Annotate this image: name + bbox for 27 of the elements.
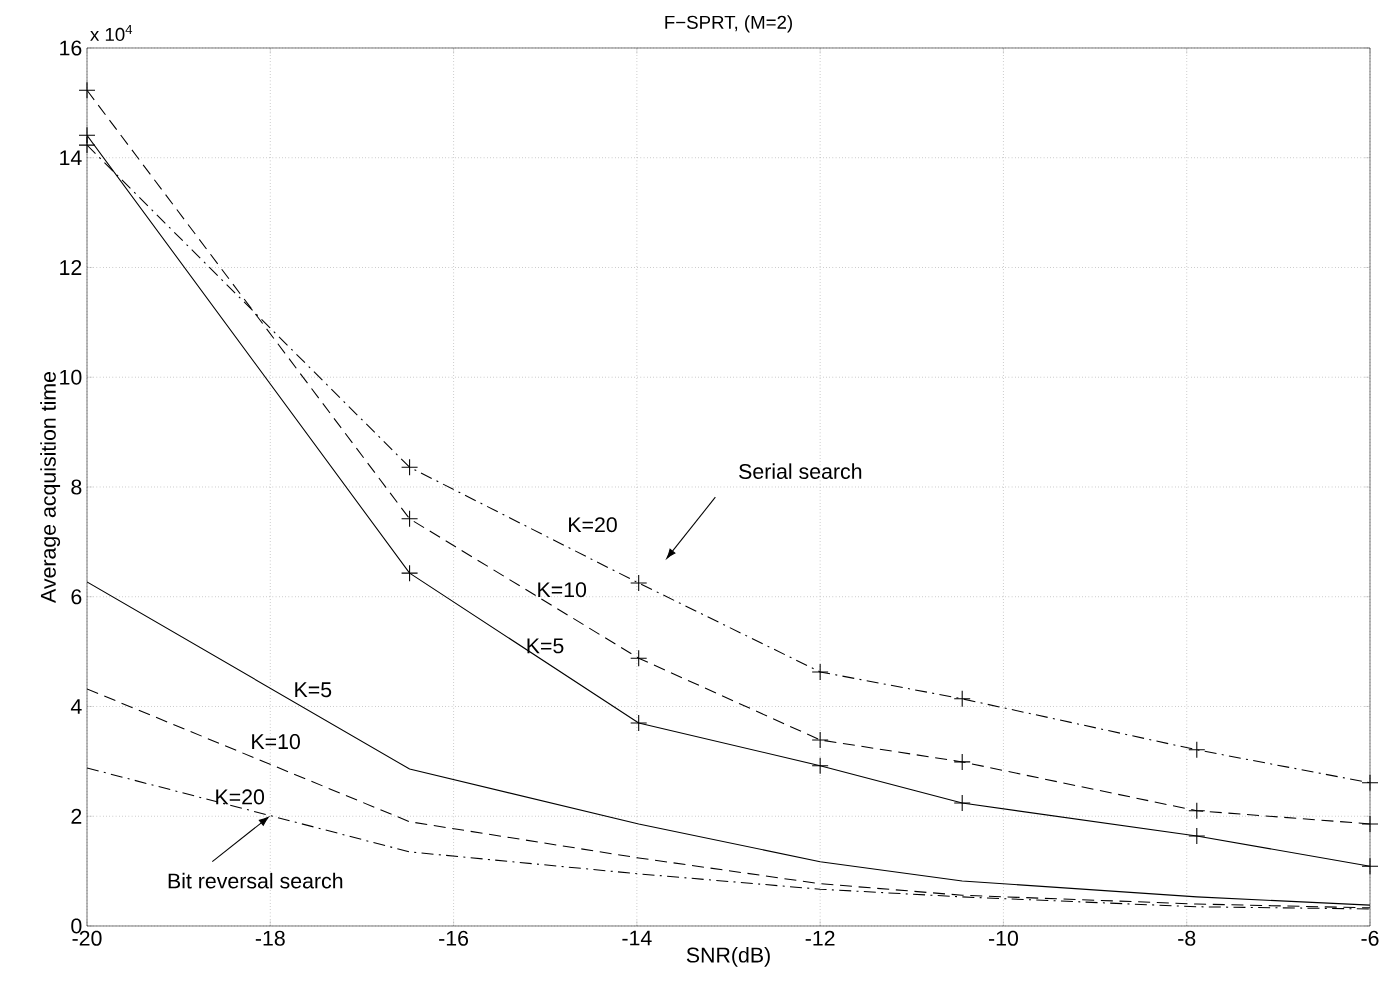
annotation: Serial search: [739, 463, 862, 480]
y-tick-label: 16: [60, 40, 82, 56]
series-label: K=10: [538, 582, 587, 598]
x-tick-label: -12: [805, 930, 835, 946]
series-label: K=10: [252, 734, 300, 750]
series-label: K=5: [295, 682, 332, 698]
y-tick-label: 14: [60, 150, 82, 166]
y-tick-label: 10: [60, 369, 82, 385]
annotation: Bit reversal search: [168, 872, 343, 889]
y-tick-label: 4: [70, 699, 82, 714]
y-axis-title: Average acquisition time: [40, 371, 61, 603]
y-tick-label: 8: [71, 479, 82, 495]
text: x 10$^{4}$: [90, 24, 133, 42]
chart-title: F−SPRT, (M=2): [665, 15, 792, 33]
series-label: K=20: [569, 517, 617, 533]
x-tick-label: -8: [1178, 930, 1196, 946]
x-tick-label: -14: [622, 930, 652, 946]
series-label: K=20: [216, 789, 265, 805]
series-label: K=5: [527, 638, 564, 654]
x-axis-title: SNR(dB): [686, 946, 770, 967]
x-tick-label: -6: [1361, 930, 1379, 946]
y-tick-label: 12: [60, 260, 82, 275]
y-tick-label: 2: [71, 808, 82, 824]
x-tick-label: -10: [988, 930, 1019, 946]
y-tick-label: 6: [71, 589, 82, 605]
x-tick-label: -16: [439, 930, 469, 946]
x-tick-label: -18: [255, 930, 285, 946]
